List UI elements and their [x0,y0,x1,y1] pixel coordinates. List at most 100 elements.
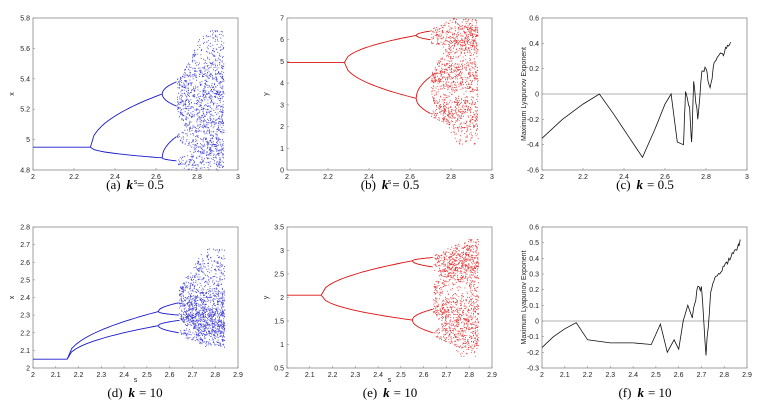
y-axis-label: y [263,92,270,96]
y-tick-label: 5.2 [20,107,30,114]
y-tick-label: 0.5 [529,240,539,247]
y-tick-label: 0.1 [529,303,539,310]
x-tick-label: 2.2 [69,174,79,181]
caption-variable: k [129,385,136,400]
panel-f: 2 2.1 2.2 2.3 2.4 2.5 2.6 2.7 2.8 2.9 -0.3 -0.2 -0.1… [521,225,752,401]
y-tick-label: 6 [280,37,284,44]
x-tick-label: 2.2 [328,372,338,379]
plot-frame [286,17,493,171]
y-tick-label: 5 [280,59,284,66]
caption-value: = 0.5 [392,177,419,192]
caption-prefix: (f) [618,385,631,400]
y-axis-label: Maximum Lyapunov Exponent [521,250,528,344]
x-tick-label: 2.4 [628,372,638,379]
panel-caption: (b) k = 0.5 [361,177,420,192]
y-tick-label: 2.8 [20,225,30,232]
plot-frame [286,226,493,369]
panel-b: 2 2.2 2.4 2.6 2.8 3 0 1 2 3 4 5 6 7 s y (b) k = 0.5 [263,16,494,193]
panel-caption: (a) k = 0.5 [106,177,164,192]
y-tick-label: 2 [280,295,284,302]
x-tick-label: 2.9 [487,372,497,379]
plot-frame [32,17,239,171]
x-tick-label: 2.1 [305,372,315,379]
period-4-branch [412,257,433,262]
x-tick-label: 2 [540,372,544,379]
y-axis-label: y [263,295,270,299]
x-tick-label: 2.8 [701,174,711,181]
x-axis-label: s [388,179,392,186]
x-tick-label: 2.3 [605,372,615,379]
period-4-branch [157,302,179,312]
caption-variable: k [637,385,644,400]
x-tick-label: 2.7 [188,372,198,379]
chaotic-attractor-points [176,30,225,171]
y-tick-label: 2 [280,124,284,131]
x-tick-label: 2.5 [651,372,661,379]
x-axis-label: s [134,179,138,186]
panel-a: 2 2.2 2.4 2.6 2.8 3 4.8 5 5.2 5.4 5.6 5.8 s x (a) k = 0.… [9,16,240,193]
y-tick-label: 0.2 [529,287,539,294]
y-tick-label: 5.6 [20,46,30,53]
y-tick-label: -0.4 [527,142,539,149]
period-2-upper-branch [89,93,163,148]
y-axis-label: Maximum Lyapunov Exponent [521,47,528,141]
x-axis-label: s [134,377,138,384]
period-4-branch [161,93,177,107]
period-4-branch [161,157,177,162]
y-tick-label: 5 [26,137,30,144]
x-tick-label: 2.8 [210,372,220,379]
x-tick-label: 2.4 [364,174,374,181]
x-tick-label: 2.8 [446,174,456,181]
caption-prefix: (b) [361,177,376,192]
x-tick-label: 2.8 [464,372,474,379]
y-tick-label: 0 [280,168,284,175]
period-2-upper-branch [320,260,413,296]
y-tick-label: 5.8 [20,16,30,23]
x-tick-label: 2.2 [578,174,588,181]
y-tick-label: 0 [535,92,539,99]
period-4-branch [415,35,431,41]
caption-value: = 10 [394,385,418,400]
y-tick-label: 3 [280,102,284,109]
period-4-branch [157,319,179,326]
x-tick-label: 2.4 [119,372,129,379]
y-tick-label: -0.3 [527,366,539,373]
chaotic-attractor-points [430,18,479,145]
y-tick-label: 1 [280,146,284,153]
y-tick-label: 2.3 [20,313,30,320]
y-tick-label: 2.5 [20,277,30,284]
period-2-lower-branch [320,294,413,321]
panel-caption: (e) k = 10 [363,385,418,400]
x-tick-label: 2.8 [192,174,202,181]
caption-prefix: (d) [107,385,122,400]
caption-variable: k [382,177,389,192]
lyapunov-line [541,41,731,159]
period-2-upper-branch [66,311,159,360]
y-tick-label: 3.5 [274,225,284,232]
x-tick-label: 2 [31,174,35,181]
caption-value: = 0.5 [647,177,674,192]
caption-value: = 10 [139,385,163,400]
plot-frame [541,226,748,369]
y-tick-label: -0.1 [527,334,539,341]
period-4-branch [411,319,433,334]
y-tick-label: 0.6 [529,225,539,232]
y-tick-label: 1.5 [274,319,284,326]
y-tick-label: -0.2 [527,117,539,124]
panel-e: 2 2.1 2.2 2.3 2.4 2.5 2.6 2.7 2.8 2.9 0.5 1 1.5 2 2.5 3… [263,225,497,401]
y-tick-label: -0.2 [527,350,539,357]
x-tick-label: 2.2 [74,372,84,379]
x-tick-label: 2 [31,372,35,379]
x-tick-label: 2.1 [51,372,61,379]
x-tick-label: 3 [745,174,749,181]
x-tick-label: 2.6 [674,372,684,379]
caption-prefix: (a) [106,177,120,192]
y-tick-label: 0.6 [529,16,539,23]
x-tick-label: 2.6 [165,372,175,379]
panel-c: 2 2.2 2.4 2.6 2.8 3 -0.6 -0.4 -0.2 0 0.2 0.4 0.6 Maxi… [521,16,749,193]
x-tick-label: 2.2 [323,174,333,181]
period-4-branch [411,260,433,268]
y-tick-label: 2.2 [20,330,30,337]
chaotic-attractor-points [432,238,480,357]
x-tick-label: 2.4 [110,174,120,181]
